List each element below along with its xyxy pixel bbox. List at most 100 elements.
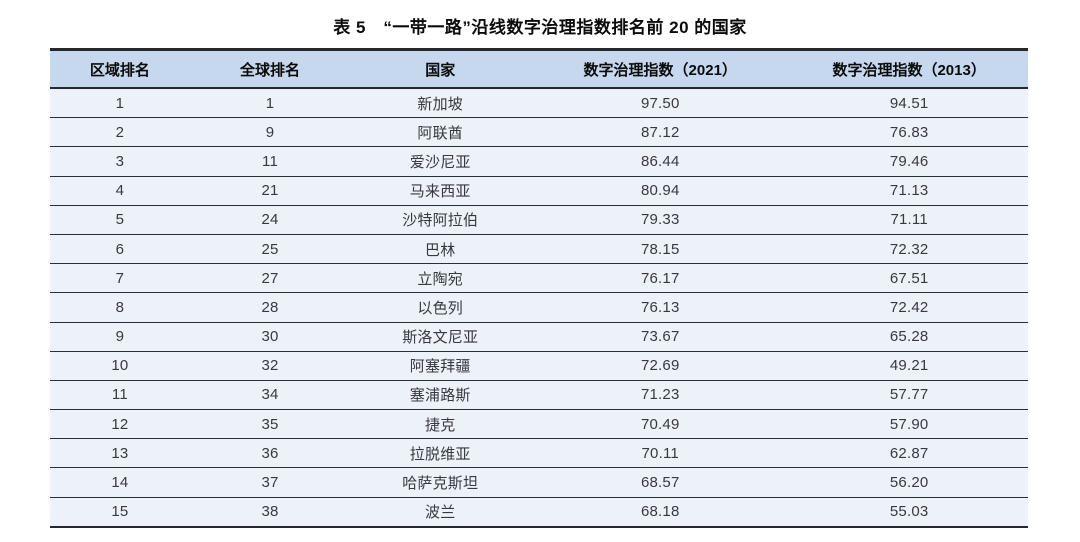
cell-country: 阿联酋: [350, 117, 531, 148]
cell-index_2021: 97.50: [530, 88, 791, 119]
cell-index_2013: 56.20: [790, 467, 1028, 498]
header-regional-rank: 区域排名: [50, 49, 190, 89]
table-row: 12 35 捷克 70.49 57.90: [50, 409, 1028, 440]
cell-index_2021: 86.44: [530, 146, 791, 177]
cell-regional_rank: 3: [50, 146, 190, 177]
cell-country: 以色列: [350, 292, 531, 323]
cell-index_2013: 71.13: [790, 176, 1028, 206]
cell-index_2021: 76.17: [530, 263, 791, 294]
cell-regional_rank: 4: [50, 176, 190, 206]
cell-regional_rank: 13: [50, 438, 190, 469]
cell-index_2021: 80.94: [530, 176, 791, 206]
table-row: 3 11 爱沙尼亚 86.44 79.46: [50, 146, 1028, 177]
cell-global_rank: 21: [189, 176, 351, 206]
cell-global_rank: 11: [189, 146, 351, 177]
cell-index_2013: 57.77: [790, 380, 1028, 411]
cell-index_2013: 71.11: [790, 205, 1028, 235]
cell-index_2021: 68.18: [530, 497, 791, 527]
header-country: 国家: [350, 49, 531, 89]
header-global-rank: 全球排名: [189, 49, 351, 89]
table-row: 10 32 阿塞拜疆 72.69 49.21: [50, 351, 1028, 381]
header-index-2013: 数字治理指数（2013）: [790, 49, 1028, 89]
cell-index_2013: 49.21: [790, 351, 1028, 381]
cell-index_2021: 70.11: [530, 438, 791, 469]
table-row: 9 30 斯洛文尼亚 73.67 65.28: [50, 322, 1028, 352]
cell-country: 塞浦路斯: [350, 380, 531, 411]
cell-global_rank: 32: [189, 351, 351, 381]
cell-index_2013: 72.32: [790, 234, 1028, 265]
cell-regional_rank: 11: [50, 380, 190, 411]
table-row: 13 36 拉脱维亚 70.11 62.87: [50, 438, 1028, 469]
cell-regional_rank: 2: [50, 117, 190, 148]
cell-index_2021: 68.57: [530, 467, 791, 498]
cell-country: 捷克: [350, 409, 531, 440]
cell-country: 斯洛文尼亚: [350, 322, 531, 352]
cell-country: 巴林: [350, 234, 531, 265]
cell-index_2021: 71.23: [530, 380, 791, 411]
cell-index_2013: 67.51: [790, 263, 1028, 294]
cell-global_rank: 24: [189, 205, 351, 235]
cell-global_rank: 30: [189, 322, 351, 352]
cell-index_2013: 94.51: [790, 88, 1028, 119]
cell-index_2013: 55.03: [790, 497, 1028, 527]
cell-index_2013: 76.83: [790, 117, 1028, 148]
cell-global_rank: 37: [189, 467, 351, 498]
cell-country: 波兰: [350, 497, 531, 527]
table-row: 4 21 马来西亚 80.94 71.13: [50, 176, 1028, 206]
table-row: 1 1 新加坡 97.50 94.51: [50, 88, 1028, 119]
table-row: 6 25 巴林 78.15 72.32: [50, 234, 1028, 265]
cell-index_2021: 87.12: [530, 117, 791, 148]
cell-index_2021: 76.13: [530, 292, 791, 323]
cell-regional_rank: 14: [50, 467, 190, 498]
cell-country: 拉脱维亚: [350, 438, 531, 469]
table-row: 11 34 塞浦路斯 71.23 57.77: [50, 380, 1028, 411]
cell-global_rank: 1: [189, 88, 351, 119]
cell-global_rank: 38: [189, 497, 351, 527]
table-body: 1 1 新加坡 97.50 94.51 2 9 阿联酋 87.12 76.83 3 11 爱沙尼亚 86.…: [50, 88, 1028, 527]
ranking-table: 区域排名 全球排名 国家 数字治理指数（2021） 数字治理指数（2013） 1…: [50, 48, 1028, 528]
cell-index_2021: 79.33: [530, 205, 791, 235]
cell-regional_rank: 10: [50, 351, 190, 381]
table-row: 8 28 以色列 76.13 72.42: [50, 292, 1028, 323]
cell-regional_rank: 15: [50, 497, 190, 527]
cell-regional_rank: 5: [50, 205, 190, 235]
cell-index_2021: 72.69: [530, 351, 791, 381]
cell-global_rank: 28: [189, 292, 351, 323]
cell-index_2013: 65.28: [790, 322, 1028, 352]
cell-global_rank: 9: [189, 117, 351, 148]
table-row: 15 38 波兰 68.18 55.03: [50, 497, 1028, 527]
table-row: 2 9 阿联酋 87.12 76.83: [50, 117, 1028, 148]
table-row: 14 37 哈萨克斯坦 68.57 56.20: [50, 467, 1028, 498]
header-index-2021: 数字治理指数（2021）: [530, 49, 791, 89]
cell-global_rank: 27: [189, 263, 351, 294]
cell-index_2021: 78.15: [530, 234, 791, 265]
cell-index_2021: 70.49: [530, 409, 791, 440]
table-row: 5 24 沙特阿拉伯 79.33 71.11: [50, 205, 1028, 235]
cell-country: 哈萨克斯坦: [350, 467, 531, 498]
table-header-row: 区域排名 全球排名 国家 数字治理指数（2021） 数字治理指数（2013）: [50, 49, 1028, 89]
cell-global_rank: 36: [189, 438, 351, 469]
cell-index_2013: 62.87: [790, 438, 1028, 469]
cell-regional_rank: 8: [50, 292, 190, 323]
cell-country: 阿塞拜疆: [350, 351, 531, 381]
cell-country: 沙特阿拉伯: [350, 205, 531, 235]
cell-regional_rank: 6: [50, 234, 190, 265]
cell-regional_rank: 9: [50, 322, 190, 352]
cell-global_rank: 35: [189, 409, 351, 440]
cell-country: 爱沙尼亚: [350, 146, 531, 177]
cell-index_2013: 79.46: [790, 146, 1028, 177]
cell-global_rank: 34: [189, 380, 351, 411]
cell-global_rank: 25: [189, 234, 351, 265]
cell-regional_rank: 7: [50, 263, 190, 294]
cell-index_2013: 57.90: [790, 409, 1028, 440]
table-row: 7 27 立陶宛 76.17 67.51: [50, 263, 1028, 294]
cell-index_2013: 72.42: [790, 292, 1028, 323]
cell-country: 新加坡: [350, 88, 531, 119]
cell-regional_rank: 1: [50, 88, 190, 119]
cell-regional_rank: 12: [50, 409, 190, 440]
table-caption: 表 5 “一带一路”沿线数字治理指数排名前 20 的国家: [333, 18, 747, 37]
cell-index_2021: 73.67: [530, 322, 791, 352]
cell-country: 立陶宛: [350, 263, 531, 294]
cell-country: 马来西亚: [350, 176, 531, 206]
